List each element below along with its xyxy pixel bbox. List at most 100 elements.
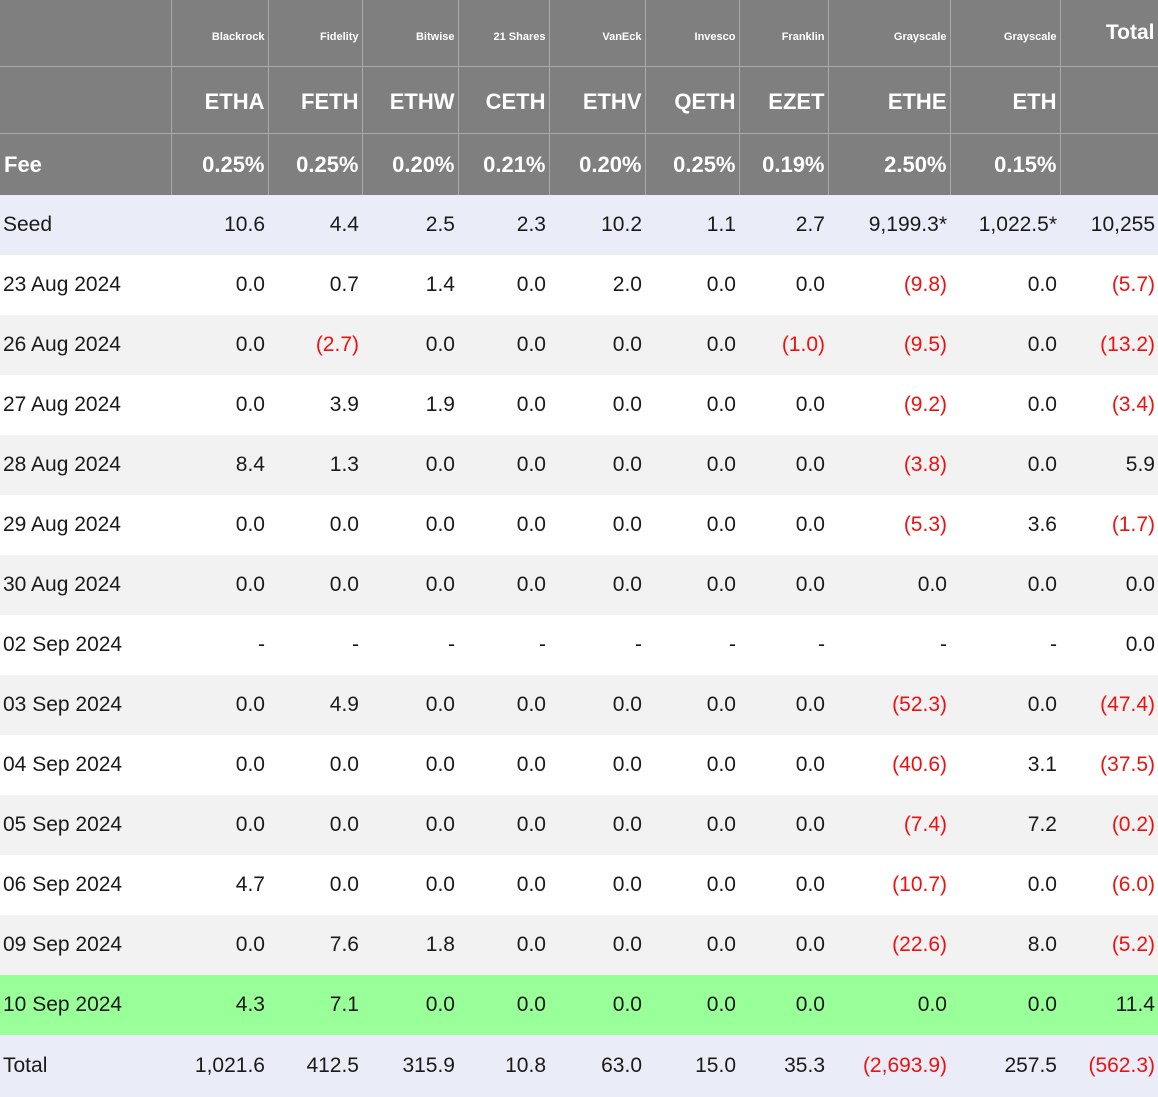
flow-cell: 0.0 xyxy=(549,675,645,735)
fee-value: 0.25% xyxy=(268,133,363,195)
ticker-header: ETHA xyxy=(171,66,269,134)
flow-cell: 0.0 xyxy=(171,555,268,615)
column-total-cell: 1,021.6 xyxy=(171,1035,268,1097)
flow-cell: 0.0 xyxy=(549,795,645,855)
flow-cell: 0.0 xyxy=(458,975,549,1035)
flow-cell: 0.0 xyxy=(645,255,739,315)
ticker-header: FETH xyxy=(268,66,363,134)
flow-cell: 0.0 xyxy=(549,975,645,1035)
flow-cell: 0.0 xyxy=(828,555,950,615)
fee-row: Fee 0.25% 0.25% 0.20% 0.21% 0.20% 0.25% … xyxy=(0,133,1158,195)
flow-cell: 0.0 xyxy=(549,855,645,915)
total-ticker-blank xyxy=(1060,66,1158,134)
flow-cell: 0.0 xyxy=(458,855,549,915)
flow-cell: 0.0 xyxy=(645,375,739,435)
flow-cell: 0.0 xyxy=(171,795,268,855)
flow-cell: 10.2 xyxy=(549,195,645,255)
flow-cell: 0.0 xyxy=(362,315,458,375)
total-row: Total 1,021.6 412.5 315.9 10.8 63.0 15.0 35.3 (2… xyxy=(0,1035,1158,1097)
flow-cell: 0.0 xyxy=(645,675,739,735)
flow-cell: (22.6) xyxy=(828,915,950,975)
flow-cell: 7.2 xyxy=(950,795,1060,855)
issuer-header: VanEck xyxy=(549,0,646,67)
flow-cell: 0.0 xyxy=(549,915,645,975)
flow-cell: 0.0 xyxy=(645,795,739,855)
fee-value: 0.19% xyxy=(739,133,829,195)
table-row: 28 Aug 2024 8.4 1.3 0.0 0.0 0.0 0.0 0.0 (3.8) 0.0… xyxy=(0,435,1158,495)
table-row: 30 Aug 2024 0.0 0.0 0.0 0.0 0.0 0.0 0.0 0.0 0.0 0.… xyxy=(0,555,1158,615)
table-row: 02 Sep 2024- - - - - - - - -0.0 xyxy=(0,615,1158,675)
flow-cell: 0.0 xyxy=(268,855,362,915)
date-cell: 29 Aug 2024 xyxy=(0,495,171,555)
date-cell: 02 Sep 2024 xyxy=(0,615,171,675)
flow-cell: 0.0 xyxy=(362,795,458,855)
flow-cell: 0.0 xyxy=(739,735,828,795)
flow-cell: 0.0 xyxy=(362,435,458,495)
date-cell: 06 Sep 2024 xyxy=(0,855,171,915)
flow-cell: 7.1 xyxy=(268,975,362,1035)
flow-cell: 0.0 xyxy=(645,915,739,975)
fee-value: 0.21% xyxy=(458,133,550,195)
header-corner xyxy=(0,66,172,134)
flow-cell: (9.5) xyxy=(828,315,950,375)
seed-row: Seed 10.6 4.4 2.5 2.3 10.2 1.1 2.7 9,199.3* 1,022… xyxy=(0,195,1158,255)
flow-cell: 0.0 xyxy=(739,795,828,855)
column-total-cell: (2,693.9) xyxy=(828,1035,950,1097)
flow-cell: 0.0 xyxy=(645,315,739,375)
flow-cell: 0.0 xyxy=(171,375,268,435)
flow-cell: 0.0 xyxy=(458,255,549,315)
flow-cell: 0.0 xyxy=(171,915,268,975)
flow-cell: - xyxy=(268,615,362,675)
flow-cell: 0.0 xyxy=(458,375,549,435)
row-total-cell: (0.2) xyxy=(1060,795,1158,855)
flow-cell: 7.6 xyxy=(268,915,362,975)
date-cell: 28 Aug 2024 xyxy=(0,435,171,495)
total-column-header: Total xyxy=(1060,0,1158,67)
table-row: 23 Aug 2024 0.0 0.7 1.4 0.0 2.0 0.0 0.0 (9.8) 0.0… xyxy=(0,255,1158,315)
flow-cell: 0.0 xyxy=(950,675,1060,735)
flow-cell: 0.0 xyxy=(458,435,549,495)
column-total-cell: 35.3 xyxy=(739,1035,828,1097)
flow-cell: 0.0 xyxy=(950,975,1060,1035)
fee-value: 2.50% xyxy=(828,133,951,195)
flow-cell: 0.0 xyxy=(645,495,739,555)
flow-cell: 0.0 xyxy=(268,555,362,615)
date-cell: 09 Sep 2024 xyxy=(0,915,171,975)
date-cell: 03 Sep 2024 xyxy=(0,675,171,735)
row-total-cell: (5.2) xyxy=(1060,915,1158,975)
row-total-cell: (13.2) xyxy=(1060,315,1158,375)
fee-value: 0.20% xyxy=(549,133,646,195)
flow-cell: 4.4 xyxy=(268,195,362,255)
ticker-header: ETHV xyxy=(549,66,646,134)
flow-cell: 0.0 xyxy=(739,675,828,735)
flow-cell: 0.0 xyxy=(458,675,549,735)
issuer-header: Fidelity xyxy=(268,0,363,67)
flow-cell: 2.7 xyxy=(739,195,828,255)
flow-cell: 0.0 xyxy=(458,495,549,555)
column-total-cell: 15.0 xyxy=(645,1035,739,1097)
flow-cell: 0.0 xyxy=(549,495,645,555)
flow-cell: 0.0 xyxy=(458,555,549,615)
flow-cell: 3.6 xyxy=(950,495,1060,555)
column-total-cell: 315.9 xyxy=(362,1035,458,1097)
flow-cell: 0.0 xyxy=(549,735,645,795)
table-row: 04 Sep 2024 0.0 0.0 0.0 0.0 0.0 0.0 0.0 (40.6) 3.… xyxy=(0,735,1158,795)
flow-cell: 0.0 xyxy=(739,435,828,495)
flow-cell: 2.5 xyxy=(362,195,458,255)
flow-cell: 1.9 xyxy=(362,375,458,435)
flow-cell: 0.0 xyxy=(362,855,458,915)
flow-cell: 0.0 xyxy=(171,315,268,375)
flow-cell: 0.0 xyxy=(549,315,645,375)
date-cell: 04 Sep 2024 xyxy=(0,735,171,795)
flow-cell: (1.0) xyxy=(739,315,828,375)
table-body: Seed 10.6 4.4 2.5 2.3 10.2 1.1 2.7 9,199.3* 1,022… xyxy=(0,195,1158,1097)
flow-cell: 2.0 xyxy=(549,255,645,315)
row-total-cell: 0.0 xyxy=(1060,555,1158,615)
flow-cell: 0.0 xyxy=(950,315,1060,375)
flow-cell: (3.8) xyxy=(828,435,950,495)
flow-cell: (9.8) xyxy=(828,255,950,315)
row-total-cell: 10,255 xyxy=(1060,195,1158,255)
flow-cell: 8.4 xyxy=(171,435,268,495)
flow-cell: (2.7) xyxy=(268,315,362,375)
flow-cell: 0.0 xyxy=(739,975,828,1035)
